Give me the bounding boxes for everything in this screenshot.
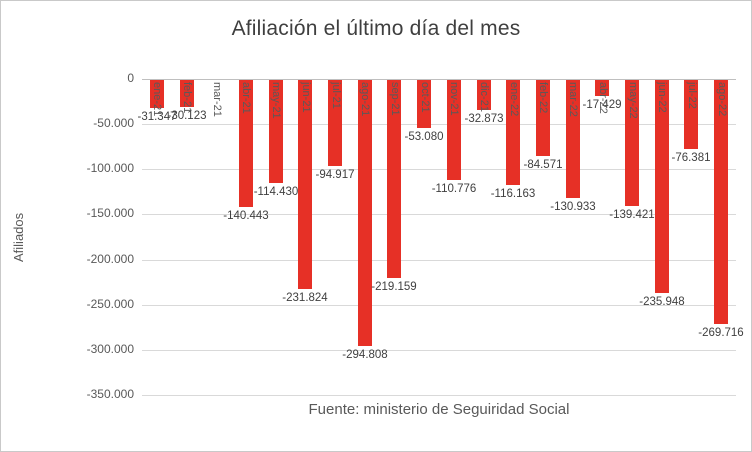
bar-mar-22: [566, 80, 580, 198]
data-label-oct-21: -53.080: [404, 131, 444, 143]
y-tick-label: -250.000: [86, 297, 134, 311]
bar-nov-21: [447, 80, 461, 180]
x-tick-label-sep-21: sep-21: [389, 82, 401, 116]
data-label-jul-22: -76.381: [671, 152, 711, 164]
data-label-ago-21: -294.808: [342, 349, 388, 361]
bar-may-22: [625, 80, 639, 206]
source-note: Fuente: ministerio de Seguiridad Social: [308, 401, 570, 418]
data-label-may-22: -139.421: [609, 209, 655, 221]
data-label-feb-22: -84.571: [523, 159, 563, 171]
data-label-jul-21: -94.917: [315, 169, 355, 181]
chart-title: Afiliación el último día del mes: [231, 17, 521, 40]
bar-feb-22: [536, 80, 550, 156]
data-label-jun-21: -231.824: [282, 292, 328, 304]
y-tick-label: -100.000: [86, 161, 134, 175]
x-tick-label-jul-22: jul-22: [686, 82, 698, 109]
x-tick-label-nov-21: nov-21: [448, 82, 460, 116]
bar-jul-21: [328, 80, 342, 166]
gridline: [142, 395, 736, 396]
gridline: [142, 169, 736, 170]
y-tick-label: -50.000: [93, 116, 134, 130]
gridline: [142, 260, 736, 261]
x-tick-label-jun-21: jun-21: [300, 82, 312, 113]
x-tick-label-may-22: may-22: [627, 82, 639, 119]
bar-oct-21: [417, 80, 431, 128]
x-tick-label-abr-21: abr-21: [240, 82, 252, 114]
x-tick-label-ago-22: ago-22: [716, 82, 728, 117]
bar-abr-22: [595, 80, 609, 96]
x-tick-label-ene-22: ene-22: [508, 82, 520, 117]
bar-jul-22: [684, 80, 698, 149]
plot-area: -31.347 ene-21 -30.123 feb-21 mar-21 -140.443…: [137, 79, 744, 396]
bar-ene-22: [506, 80, 520, 185]
data-label-feb-21: -30.123: [167, 110, 207, 122]
data-label-may-21: -114.430: [253, 186, 299, 198]
x-tick-label-dic-21: dic-21: [478, 82, 490, 112]
x-tick-label-jun-22: jun-22: [656, 82, 668, 113]
gridline: [142, 214, 736, 215]
bar-may-21: [269, 80, 283, 183]
data-label-ene-22: -116.163: [490, 188, 536, 200]
gridline: [142, 124, 736, 125]
y-tick-label: 0: [127, 71, 134, 85]
y-tick-label: -150.000: [86, 206, 134, 220]
bar-sep-21: [387, 80, 401, 278]
x-tick-label-oct-21: oct-21: [419, 82, 431, 113]
x-tick-label-abr-22: abr-22: [597, 82, 609, 114]
y-tick-label: -300.000: [86, 342, 134, 356]
x-axis-line: [142, 79, 736, 80]
bar-jun-22: [655, 80, 669, 293]
x-tick-label-feb-21: feb-21: [181, 82, 193, 114]
y-tick-label: -200.000: [86, 252, 134, 266]
data-label-abr-22: -17.429: [582, 99, 622, 111]
x-tick-label-mar-21: mar-21: [211, 82, 223, 117]
data-label-ago-22: -269.716: [698, 327, 744, 339]
data-label-dic-21: -32.873: [464, 113, 504, 125]
x-tick-label-feb-22: feb-22: [537, 82, 549, 114]
bar-ago-22: [714, 80, 728, 324]
x-tick-label-ene-21: ene-21: [151, 82, 163, 117]
x-tick-label-may-21: may-21: [270, 82, 282, 119]
bar-ago-21: [358, 80, 372, 346]
x-tick-label-ago-21: ago-21: [359, 82, 371, 117]
bar-ene-21: [150, 80, 164, 108]
data-label-sep-21: -219.159: [371, 281, 417, 293]
bar-feb-21: [180, 80, 194, 107]
gridline: [142, 305, 736, 306]
bar-abr-21: [239, 80, 253, 207]
data-label-abr-21: -140.443: [223, 210, 269, 222]
y-axis-title: Afiliados: [11, 212, 26, 262]
data-label-jun-22: -235.948: [639, 296, 685, 308]
data-label-nov-21: -110.776: [431, 183, 477, 195]
gridline: [142, 350, 736, 351]
data-label-mar-22: -130.933: [550, 201, 596, 213]
x-tick-label-jul-21: jul-21: [330, 82, 342, 109]
bar-dic-21: [477, 80, 491, 110]
bar-jun-21: [298, 80, 312, 289]
y-tick-label: -350.000: [86, 387, 134, 401]
x-tick-label-mar-22: mar-22: [567, 82, 579, 117]
data-label-ene-21: -31.347: [137, 111, 177, 123]
